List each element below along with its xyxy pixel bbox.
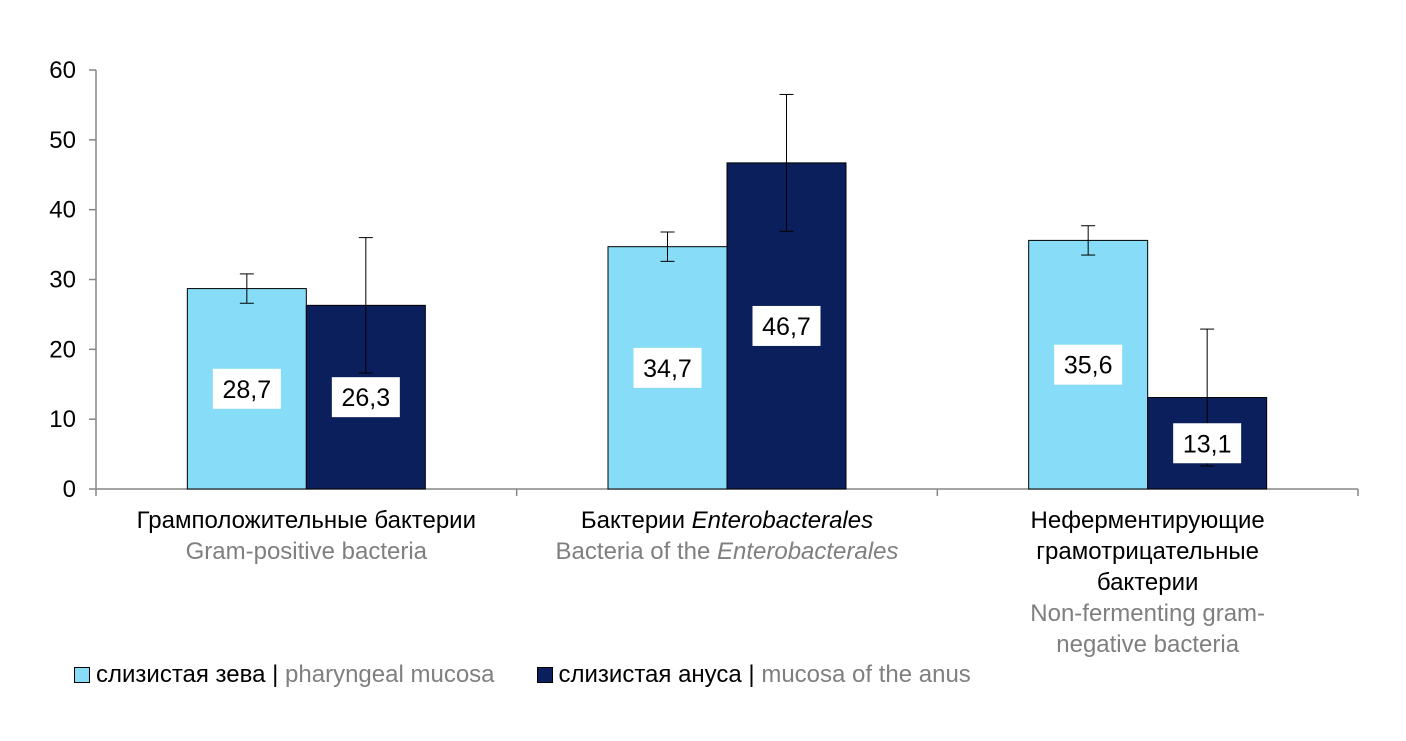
legend-separator: | (272, 661, 279, 688)
x-category-label-ru-part: Грамположительные бактерии (136, 507, 476, 534)
x-category-label-en: Bacteria of the Enterobacterales (527, 536, 927, 567)
y-tick-label: 20 (49, 336, 76, 363)
data-label-box (633, 347, 702, 388)
legend-swatch-pharyngeal (74, 667, 90, 683)
x-category-label: Бактерии Enterobacterales Bacteria of the… (527, 505, 927, 567)
x-category-label-en: Non-fermenting gram-negative bacteria (993, 598, 1303, 660)
legend-item-anus: слизистая ануса | mucosa of the anus (536, 661, 971, 689)
legend-separator: | (748, 661, 755, 688)
x-category-label-en-part: Enterobacterales (716, 538, 899, 565)
x-category-label: Грамположительные бактерии Gram-positive … (106, 505, 506, 567)
data-label: 28,7 (222, 376, 271, 404)
y-tick-label: 60 (49, 57, 76, 84)
data-label-box (1054, 344, 1123, 385)
x-category-label-ru: Бактерии Enterobacterales (527, 505, 927, 536)
legend-swatch-anus (536, 667, 553, 683)
data-label-box (1173, 423, 1242, 464)
y-tick-label: 50 (49, 127, 76, 154)
x-category-label-ru-part: Enterobacterales (691, 507, 874, 534)
x-category-label-ru: Грамположительные бактерии (106, 505, 506, 536)
x-category-label-en: Gram-positive bacteria (106, 536, 506, 567)
y-tick-label: 10 (49, 406, 76, 433)
data-label: 26,3 (341, 384, 390, 412)
x-category-label-en-part: Non-fermenting gram-negative bacteria (1030, 600, 1266, 658)
y-tick-label: 30 (49, 267, 76, 294)
x-category-label-ru: Неферментирующие грамотрицательные бакте… (993, 505, 1303, 598)
data-label: 13,1 (1183, 430, 1232, 458)
data-label-box (752, 305, 821, 346)
data-label: 35,6 (1064, 352, 1113, 380)
legend-item-pharyngeal: слизистая зева | pharyngeal mucosa (74, 661, 495, 689)
legend-label-ru-pharyngeal: слизистая зева (96, 661, 266, 688)
data-label-box (331, 377, 400, 418)
legend-label-ru-anus: слизистая ануса (558, 661, 742, 688)
y-tick-label: 40 (49, 197, 76, 224)
data-label: 34,7 (643, 355, 692, 383)
legend: слизистая зева | pharyngeal mucosa слизи… (74, 660, 1013, 690)
data-label: 46,7 (762, 313, 811, 341)
y-tick-label: 0 (63, 476, 76, 503)
x-category-label: Неферментирующие грамотрицательные бакте… (993, 505, 1303, 660)
x-category-label-ru-part: Бактерии (580, 507, 692, 534)
x-category-label-en-part: Bacteria of the (555, 538, 717, 565)
data-label-box (212, 368, 281, 409)
x-category-label-ru-part: Неферментирующие грамотрицательные бакте… (1030, 507, 1265, 596)
x-category-label-en-part: Gram-positive bacteria (185, 538, 428, 565)
legend-label-en-pharyngeal: pharyngeal mucosa (285, 661, 495, 688)
legend-label-en-anus: mucosa of the anus (761, 661, 971, 688)
